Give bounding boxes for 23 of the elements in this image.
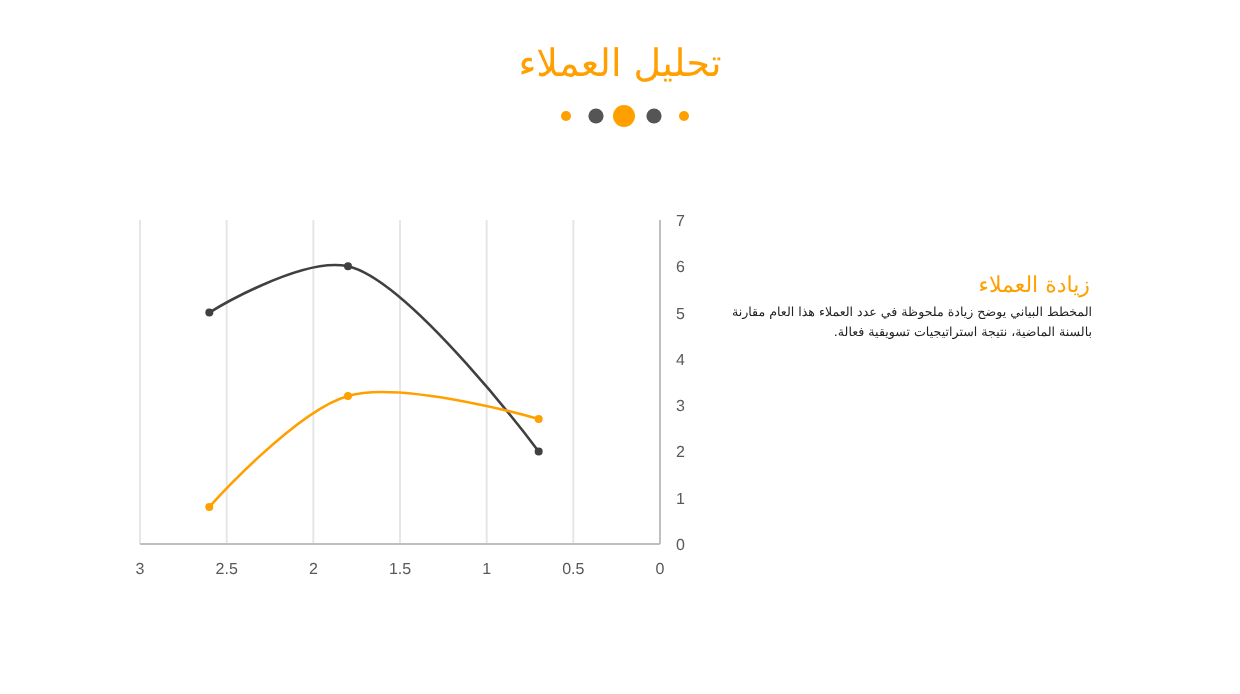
y-tick-label: 5 [676,304,686,323]
point [344,262,352,271]
x-tick-label: 1 [482,560,493,578]
point [534,415,543,424]
point [344,391,352,400]
x-tick-label: 3 [135,560,146,578]
y-tick-label: 4 [676,350,686,369]
y-tick-label: 1 [676,489,686,508]
y-tick-label: 0 [676,536,686,554]
point [205,308,214,317]
chart-title: تحليل العملاء [518,42,722,86]
point [534,447,543,456]
x-tick-label: 2.5 [215,560,239,578]
y-tick-label: 3 [676,397,686,416]
x-tick-label: 0.5 [562,560,586,578]
y-tick-label: 7 [676,212,686,230]
point [205,502,214,511]
x-tick-label: 1.5 [388,560,413,578]
y-tick-label: 2 [676,443,686,462]
x-tick-label: 0 [655,560,666,578]
text: زيادة العملاء [978,272,1090,298]
x-tick-label: 2 [308,560,319,578]
y-tick-label: 6 [676,258,686,277]
